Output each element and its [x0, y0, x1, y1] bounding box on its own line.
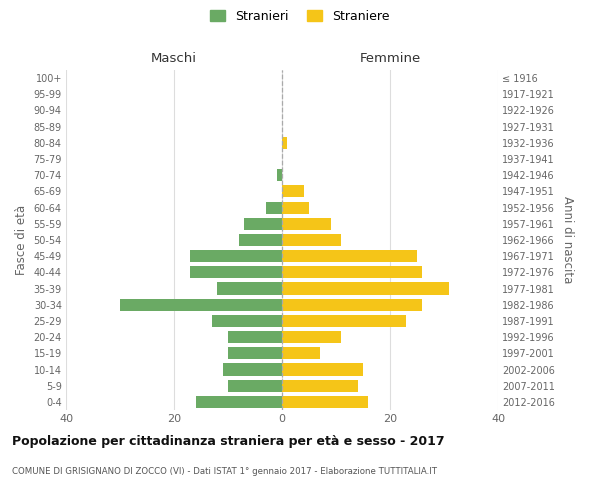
Legend: Stranieri, Straniere: Stranieri, Straniere — [206, 6, 394, 26]
Bar — [282, 364, 363, 376]
Bar — [282, 298, 422, 311]
Bar — [282, 218, 331, 230]
Bar — [228, 348, 282, 360]
Y-axis label: Fasce di età: Fasce di età — [15, 205, 28, 275]
Bar — [277, 169, 282, 181]
Text: Femmine: Femmine — [359, 52, 421, 65]
Bar — [282, 380, 358, 392]
Bar — [244, 218, 282, 230]
Bar — [282, 137, 287, 149]
Bar — [228, 331, 282, 343]
Bar — [120, 298, 282, 311]
Text: Popolazione per cittadinanza straniera per età e sesso - 2017: Popolazione per cittadinanza straniera p… — [12, 435, 445, 448]
Bar — [282, 250, 417, 262]
Bar — [282, 186, 304, 198]
Bar — [282, 396, 368, 408]
Bar — [282, 266, 422, 278]
Bar — [190, 266, 282, 278]
Bar — [190, 250, 282, 262]
Bar — [282, 282, 449, 294]
Bar — [217, 282, 282, 294]
Text: COMUNE DI GRISIGNANO DI ZOCCO (VI) - Dati ISTAT 1° gennaio 2017 - Elaborazione T: COMUNE DI GRISIGNANO DI ZOCCO (VI) - Dat… — [12, 468, 437, 476]
Bar — [223, 364, 282, 376]
Bar — [228, 380, 282, 392]
Bar — [239, 234, 282, 246]
Y-axis label: Anni di nascita: Anni di nascita — [562, 196, 574, 284]
Bar — [196, 396, 282, 408]
Bar — [282, 202, 309, 213]
Bar — [282, 331, 341, 343]
Bar — [282, 348, 320, 360]
Text: Maschi: Maschi — [151, 52, 197, 65]
Bar — [266, 202, 282, 213]
Bar — [282, 234, 341, 246]
Bar — [212, 315, 282, 327]
Bar — [282, 315, 406, 327]
